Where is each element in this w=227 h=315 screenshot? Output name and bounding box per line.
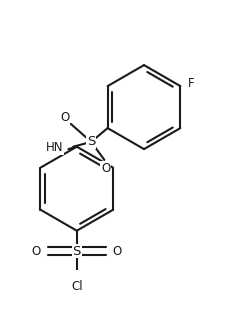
Text: S: S — [87, 135, 95, 148]
Text: S: S — [72, 245, 81, 258]
Text: O: O — [60, 112, 69, 124]
Text: Cl: Cl — [71, 280, 82, 293]
Text: HN: HN — [46, 141, 63, 154]
Text: O: O — [101, 162, 110, 175]
Text: F: F — [187, 77, 193, 90]
Text: O: O — [112, 245, 121, 258]
Text: O: O — [31, 245, 41, 258]
